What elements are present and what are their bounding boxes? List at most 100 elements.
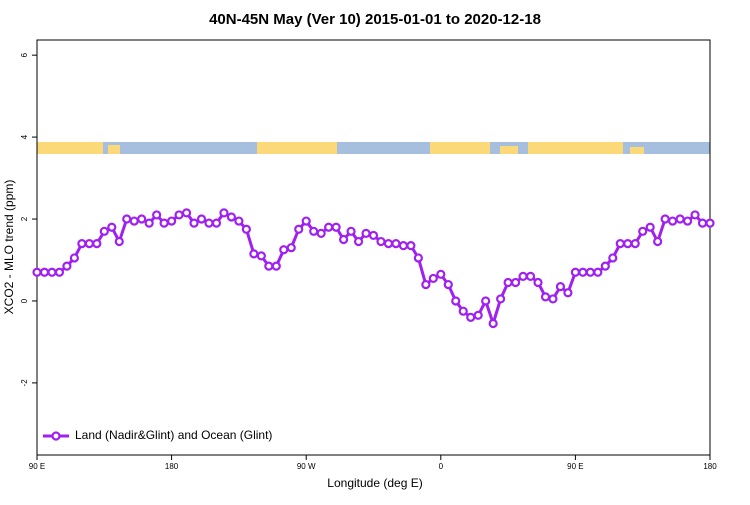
y-axis-label: XCO2 - MLO trend (ppm) xyxy=(2,180,16,315)
x-axis-label: Longitude (deg E) xyxy=(327,476,422,490)
data-point xyxy=(690,210,700,220)
data-point xyxy=(653,236,663,247)
data-point xyxy=(196,214,207,224)
data-point xyxy=(241,224,251,234)
data-point xyxy=(159,218,169,228)
data-point xyxy=(623,239,633,249)
data-point xyxy=(398,241,409,251)
data-point xyxy=(488,318,498,329)
data-point xyxy=(211,218,222,228)
data-point xyxy=(481,296,491,306)
data-point xyxy=(368,230,379,241)
data-point xyxy=(32,267,42,277)
data-point xyxy=(167,216,177,226)
data-point xyxy=(204,218,214,228)
x-tick-label: 90 E xyxy=(567,462,583,471)
y-tick-label: 0 xyxy=(20,298,29,303)
data-point xyxy=(548,294,558,304)
data-point xyxy=(638,226,648,236)
y-tick-label: 4 xyxy=(20,134,29,139)
legend-label: Land (Nadir&Glint) and Ocean (Glint) xyxy=(75,428,272,442)
data-point xyxy=(54,267,65,277)
land-band xyxy=(108,145,120,154)
x-tick-label: 0 xyxy=(439,462,444,471)
data-point xyxy=(338,234,349,245)
data-point xyxy=(675,214,685,224)
data-point xyxy=(443,279,453,290)
data-point xyxy=(421,279,431,290)
chart-title: 40N-45N May (Ver 10) 2015-01-01 to 2020-… xyxy=(209,11,541,28)
data-point xyxy=(279,245,289,255)
data-point xyxy=(510,277,521,288)
data-point xyxy=(47,267,57,277)
data-point xyxy=(555,282,566,292)
land-band xyxy=(528,142,623,154)
data-point xyxy=(668,216,678,226)
data-point xyxy=(309,226,319,236)
land-band xyxy=(37,142,103,154)
data-point xyxy=(533,277,543,288)
data-point xyxy=(137,214,147,224)
data-point xyxy=(174,210,184,220)
x-tick-label: 180 xyxy=(703,462,717,471)
data-point xyxy=(697,218,708,228)
data-point xyxy=(585,267,595,277)
data-point xyxy=(600,261,610,271)
data-point xyxy=(578,267,588,277)
data-point xyxy=(563,288,573,298)
data-point xyxy=(570,267,581,277)
data-point xyxy=(346,226,356,236)
data-point xyxy=(189,218,199,228)
data-point xyxy=(219,208,229,218)
y-tick-label: 2 xyxy=(20,216,29,221)
x-tick-label: 90 E xyxy=(29,462,45,471)
data-point xyxy=(264,261,274,271)
land-ocean-strip xyxy=(37,142,710,154)
data-point xyxy=(256,251,266,261)
data-point xyxy=(286,243,296,253)
data-point xyxy=(107,222,117,232)
data-point xyxy=(383,239,394,249)
data-point xyxy=(406,241,416,251)
land-band xyxy=(257,142,337,154)
land-band xyxy=(430,142,490,154)
data-point xyxy=(294,224,304,234)
data-point xyxy=(301,216,311,226)
data-point xyxy=(540,292,551,302)
land-band xyxy=(500,146,518,154)
data-point xyxy=(353,236,364,247)
data-point xyxy=(92,239,102,249)
data-point xyxy=(660,214,670,224)
data-point xyxy=(615,239,625,249)
data-point xyxy=(77,239,87,249)
data-point xyxy=(525,271,536,281)
data-point xyxy=(84,239,94,249)
data-point xyxy=(466,312,476,322)
data-point xyxy=(144,218,154,228)
data-point xyxy=(451,296,461,306)
data-point xyxy=(39,267,50,277)
data-point xyxy=(473,310,483,320)
data-point xyxy=(436,269,446,279)
data-point xyxy=(331,222,341,232)
data-point xyxy=(129,216,139,226)
data-point xyxy=(99,226,109,236)
data-point xyxy=(503,277,513,288)
data-point xyxy=(608,253,618,263)
data-point xyxy=(361,228,371,238)
data-point xyxy=(413,253,423,263)
data-point xyxy=(234,216,244,226)
data-point xyxy=(630,239,640,249)
plot-frame xyxy=(36,39,711,456)
data-point xyxy=(249,249,259,259)
data-point xyxy=(376,236,386,247)
data-point xyxy=(226,212,237,222)
data-point xyxy=(324,222,334,232)
data-point xyxy=(62,261,72,271)
data-point xyxy=(181,208,192,218)
data-point xyxy=(114,236,124,247)
data-point xyxy=(271,261,281,271)
legend-marker xyxy=(51,431,61,441)
y-tick-label: 6 xyxy=(20,52,29,57)
